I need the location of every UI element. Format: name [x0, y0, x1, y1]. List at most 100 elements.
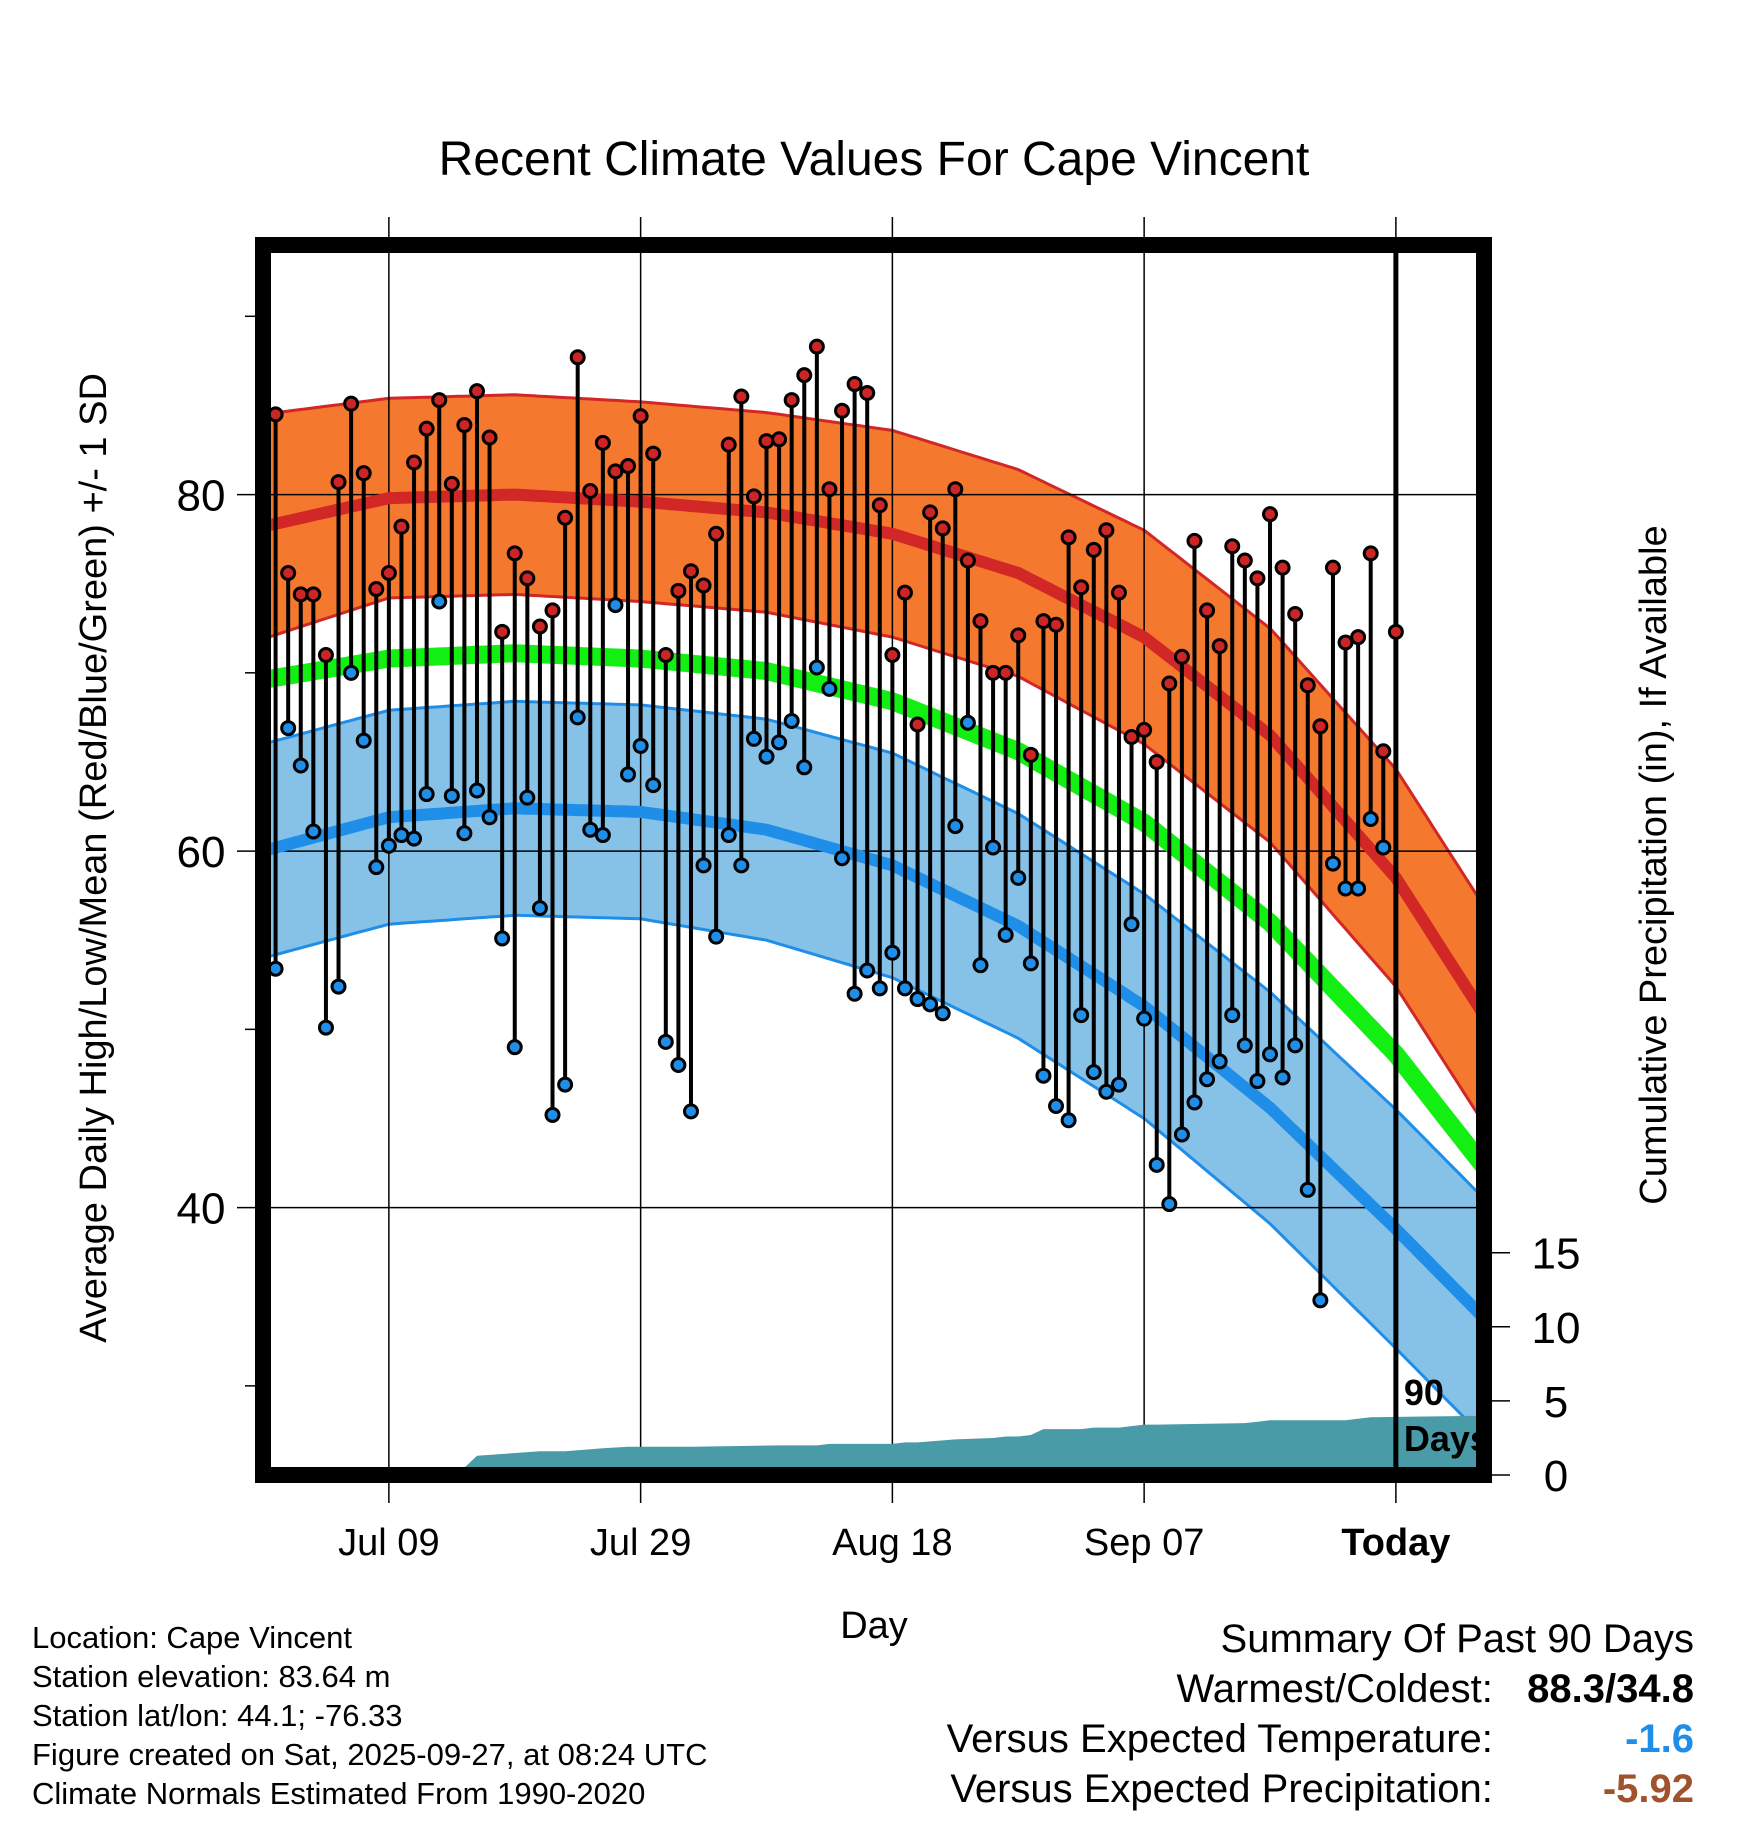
low-point [1324, 855, 1341, 872]
high-point [796, 367, 813, 384]
low-point [896, 980, 913, 997]
high-point [733, 388, 750, 405]
low-point [859, 962, 876, 979]
low-point [1148, 1156, 1165, 1173]
low-point [531, 900, 548, 917]
x-tick-label-today: Today [1341, 1522, 1450, 1564]
high-point [431, 392, 448, 409]
high-point [1387, 623, 1404, 640]
high-point [569, 349, 586, 366]
low-point [557, 1076, 574, 1093]
low-point [972, 957, 989, 974]
high-point [922, 504, 939, 521]
low-point [607, 597, 624, 614]
low-point [846, 985, 863, 1002]
low-point [922, 996, 939, 1013]
low-sd-band [263, 701, 1484, 1438]
high-point [393, 518, 410, 535]
low-point [1224, 1007, 1241, 1024]
high-point [531, 618, 548, 635]
summary-title: Summary Of Past 90 Days [1220, 1617, 1694, 1661]
precipitation-area [263, 1415, 1484, 1475]
high-point [896, 584, 913, 601]
low-point [909, 991, 926, 1008]
high-point [1375, 743, 1392, 760]
high-point [645, 445, 662, 462]
high-point [607, 463, 624, 480]
high-point [1136, 721, 1153, 738]
low-point [481, 809, 498, 826]
high-point [418, 420, 435, 437]
warm-cold-label: Warmest/Coldest: [1176, 1667, 1493, 1711]
low-point [985, 839, 1002, 856]
low-point [884, 944, 901, 961]
summary-temp: Versus Expected Temperature: -1.6 [947, 1714, 1694, 1764]
low-point [343, 664, 360, 681]
low-point [1249, 1073, 1266, 1090]
low-point [292, 757, 309, 774]
low-point [1161, 1196, 1178, 1213]
low-point [758, 748, 775, 765]
low-point [1299, 1181, 1316, 1198]
low-point [494, 930, 511, 947]
high-point [708, 525, 725, 542]
high-point [292, 586, 309, 603]
high-point [985, 664, 1002, 681]
x-axis-label: Day [840, 1605, 908, 1647]
high-band-lower-edge [263, 592, 1484, 1125]
high-point [620, 458, 637, 475]
summary-panel: Summary Of Past 90 Days Warmest/Coldest:… [947, 1614, 1694, 1814]
high-point [1073, 579, 1090, 596]
low-point [645, 777, 662, 794]
high-point [494, 623, 511, 640]
low-point [1350, 880, 1367, 897]
high-point [1186, 532, 1203, 549]
high-point [1324, 559, 1341, 576]
low-point [720, 827, 737, 844]
low-point [796, 759, 813, 776]
plot-frame [255, 237, 1492, 1483]
daily-dots [263, 338, 1404, 1309]
x-tick-label-sep-07: Sep 07 [1084, 1522, 1204, 1564]
high-point [1337, 634, 1354, 651]
high-point [657, 647, 674, 663]
high-point [959, 552, 976, 569]
low-point [368, 859, 385, 876]
high-point [972, 613, 989, 630]
high-point [1287, 606, 1304, 622]
low-point [695, 857, 712, 874]
high-point [1035, 613, 1052, 630]
normal-high-line [263, 488, 1484, 1019]
high-point [934, 520, 951, 537]
low-point [997, 926, 1014, 943]
high-point [519, 570, 536, 587]
high-point [1173, 648, 1190, 665]
high-point [670, 582, 687, 599]
high-point [909, 716, 926, 733]
low-point [1173, 1126, 1190, 1143]
y-tick-label-60: 60 [177, 828, 226, 877]
high-point [1060, 529, 1077, 546]
low-point [783, 712, 800, 729]
low-point [393, 827, 410, 844]
x-tick-label-jul-29: Jul 29 [590, 1522, 691, 1564]
low-point [1110, 1076, 1127, 1093]
high-point [1236, 552, 1253, 569]
summary-precip: Versus Expected Precipitation: -5.92 [947, 1764, 1694, 1814]
low-point [1186, 1094, 1203, 1111]
high-point [632, 408, 649, 425]
x-tick-label-jul-09: Jul 09 [338, 1522, 439, 1564]
low-point [670, 1057, 687, 1073]
low-point [620, 766, 637, 783]
y2-tick-label-10: 10 [1532, 1304, 1581, 1353]
normal-mean-line [263, 644, 1484, 1173]
low-point [682, 1103, 699, 1120]
high-point [557, 509, 574, 526]
low-point [1211, 1053, 1228, 1070]
high-band-upper-edge [263, 393, 1484, 908]
low-point [418, 786, 435, 803]
daily-stems [263, 245, 1398, 1301]
y2-axis-label: Cumulative Precipitation (in), If Availa… [1633, 525, 1675, 1204]
high-point [859, 384, 876, 401]
precip-label: Versus Expected Precipitation: [950, 1767, 1493, 1811]
